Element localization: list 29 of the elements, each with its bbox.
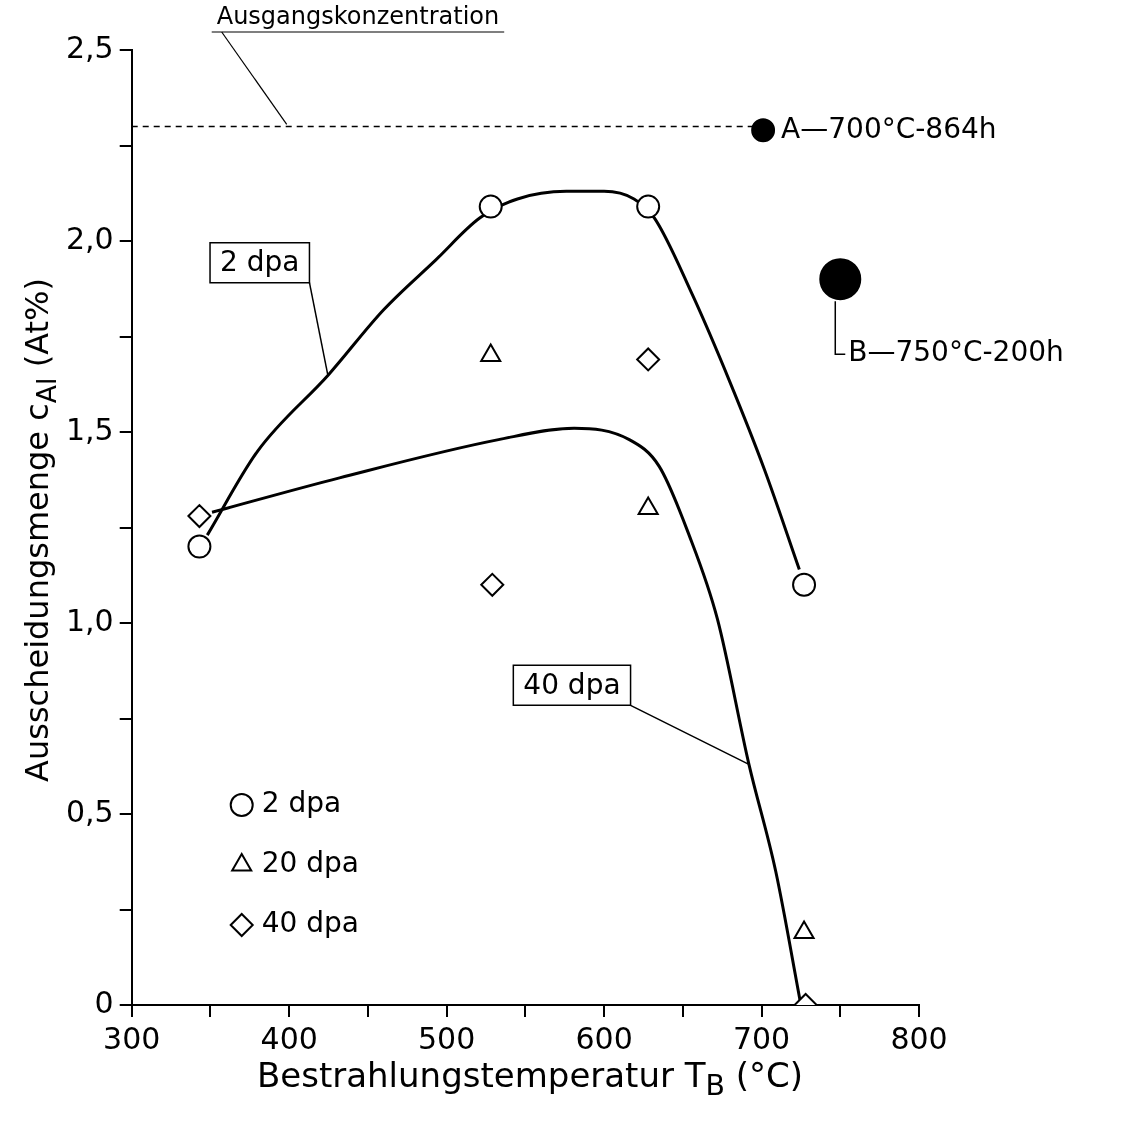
y-tick-label: 2,0 (65, 220, 114, 256)
point (636, 347, 661, 372)
point (187, 534, 212, 559)
annotation: 2 dpa (220, 244, 300, 278)
legend-label: 2 dpa (261, 786, 342, 820)
x-axis-title: Bestrahlungstemperatur T$_{B}$ (°C) (255, 1055, 805, 1102)
y-tick-label: 1,5 (65, 411, 114, 447)
x-tick-label: 400 (260, 1020, 318, 1056)
y-tick-label: 0 (94, 984, 114, 1020)
y-tick-label: 1,0 (65, 602, 114, 638)
y-tick-label: 0,5 (65, 793, 114, 829)
point (793, 920, 815, 939)
point (480, 572, 505, 597)
point (636, 194, 661, 219)
legend-label: 40 dpa (261, 906, 359, 940)
ref-line-label: Ausgangskonzentration (216, 2, 500, 31)
annotation: 40 dpa (523, 667, 621, 701)
x-tick-label: 500 (417, 1020, 476, 1056)
legend-label: 20 dpa (261, 846, 359, 880)
x-tick-label: 300 (103, 1020, 161, 1056)
x-tick-label: 700 (732, 1020, 791, 1056)
point (478, 194, 503, 219)
x-tick-label: 800 (890, 1020, 948, 1056)
annotation: B—750°C-200h (848, 335, 1064, 369)
point (792, 572, 817, 597)
annotation: A—700°C-864h (781, 111, 997, 145)
y-tick-label: 2,5 (65, 29, 114, 65)
point (187, 504, 212, 529)
x-tick-label: 600 (575, 1020, 633, 1056)
